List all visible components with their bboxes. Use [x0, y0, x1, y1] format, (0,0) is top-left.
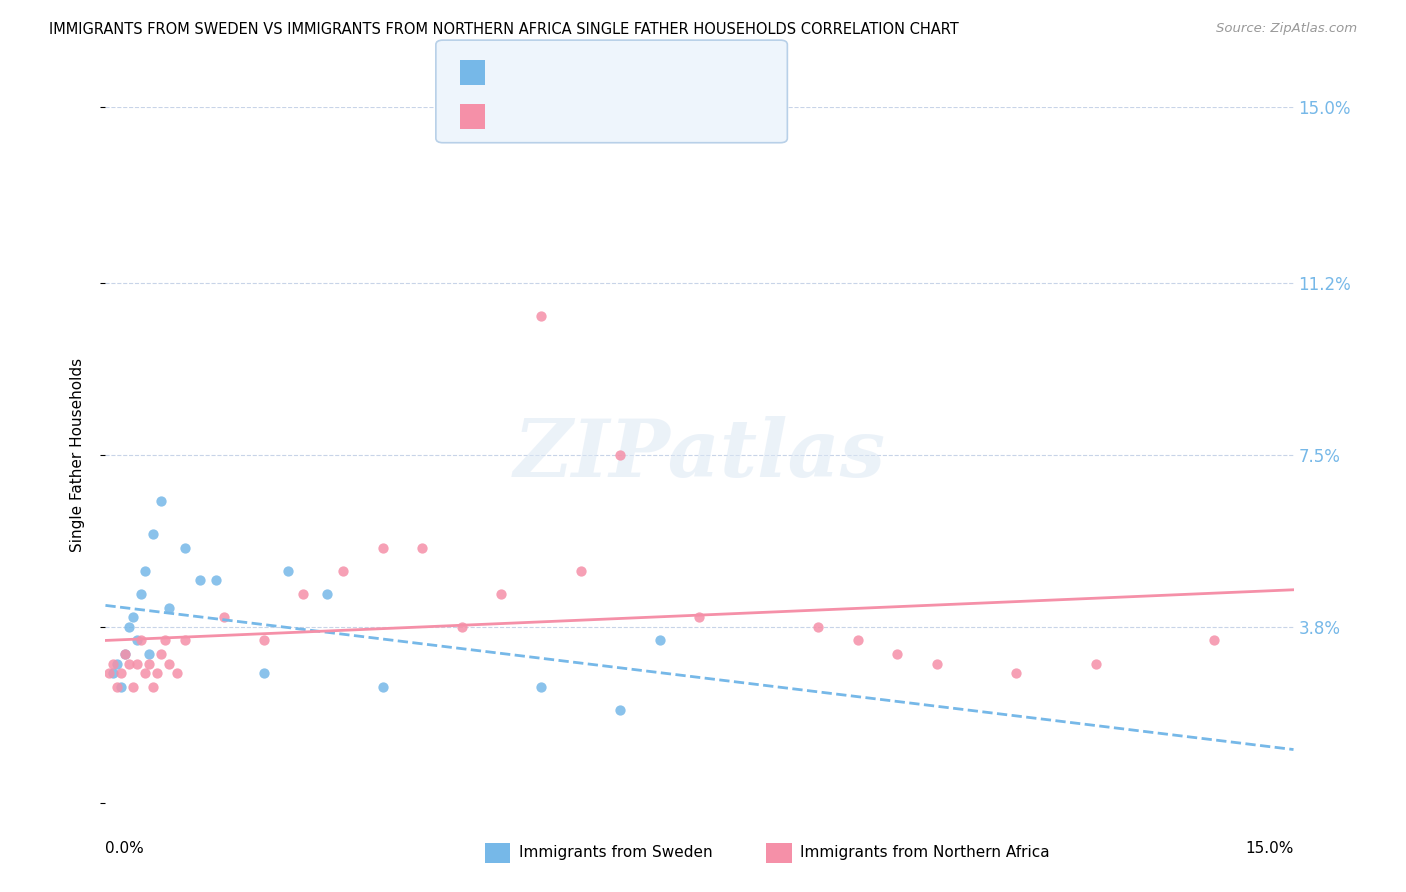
Text: ZIPatlas: ZIPatlas — [513, 417, 886, 493]
Point — [530, 680, 553, 694]
Point — [149, 648, 172, 662]
Point — [173, 633, 195, 648]
Y-axis label: Single Father Households: Single Father Households — [70, 358, 84, 552]
Text: 0.0%: 0.0% — [105, 841, 145, 856]
Point — [411, 541, 433, 555]
Point — [491, 587, 513, 601]
Point — [142, 680, 165, 694]
Point — [122, 680, 145, 694]
Point — [122, 610, 145, 624]
Point — [114, 648, 136, 662]
Point — [609, 448, 631, 462]
Point — [146, 665, 169, 680]
Point — [157, 657, 180, 671]
Point — [166, 665, 188, 680]
Point — [530, 309, 553, 323]
Point — [118, 657, 141, 671]
Point — [190, 573, 212, 587]
Point — [1084, 657, 1107, 671]
Point — [129, 587, 152, 601]
Point — [846, 633, 869, 648]
Point — [153, 633, 176, 648]
Point — [292, 587, 315, 601]
Point — [127, 633, 149, 648]
Point — [332, 564, 354, 578]
Point — [134, 564, 156, 578]
Point — [886, 648, 908, 662]
Point — [157, 601, 180, 615]
Text: R = 0.412   N = 37: R = 0.412 N = 37 — [496, 108, 654, 126]
Point — [569, 564, 592, 578]
Point — [205, 573, 228, 587]
Point — [807, 619, 830, 633]
Point — [134, 665, 156, 680]
Point — [105, 680, 128, 694]
Point — [253, 665, 276, 680]
Point — [927, 657, 949, 671]
Point — [609, 703, 631, 717]
Text: Immigrants from Northern Africa: Immigrants from Northern Africa — [800, 846, 1050, 860]
Text: 15.0%: 15.0% — [1246, 841, 1294, 856]
Point — [103, 665, 125, 680]
Point — [129, 633, 152, 648]
Point — [648, 633, 671, 648]
Point — [127, 657, 149, 671]
Point — [253, 633, 276, 648]
Point — [138, 657, 160, 671]
Point — [689, 610, 711, 624]
Point — [1204, 633, 1226, 648]
Point — [1005, 665, 1028, 680]
Point — [214, 610, 236, 624]
Point — [105, 657, 128, 671]
Point — [114, 648, 136, 662]
Point — [371, 541, 394, 555]
Point — [450, 619, 472, 633]
Point — [103, 657, 125, 671]
Point — [110, 680, 132, 694]
Text: Immigrants from Sweden: Immigrants from Sweden — [519, 846, 713, 860]
Text: R = 0.203   N = 23: R = 0.203 N = 23 — [496, 63, 654, 81]
Point — [277, 564, 299, 578]
Point — [142, 526, 165, 541]
Text: Source: ZipAtlas.com: Source: ZipAtlas.com — [1216, 22, 1357, 36]
Point — [138, 648, 160, 662]
Point — [118, 619, 141, 633]
Text: IMMIGRANTS FROM SWEDEN VS IMMIGRANTS FROM NORTHERN AFRICA SINGLE FATHER HOUSEHOL: IMMIGRANTS FROM SWEDEN VS IMMIGRANTS FRO… — [49, 22, 959, 37]
Point — [371, 680, 394, 694]
Point — [316, 587, 339, 601]
Point — [173, 541, 195, 555]
Point — [110, 665, 132, 680]
Point — [149, 494, 172, 508]
Point — [98, 665, 121, 680]
